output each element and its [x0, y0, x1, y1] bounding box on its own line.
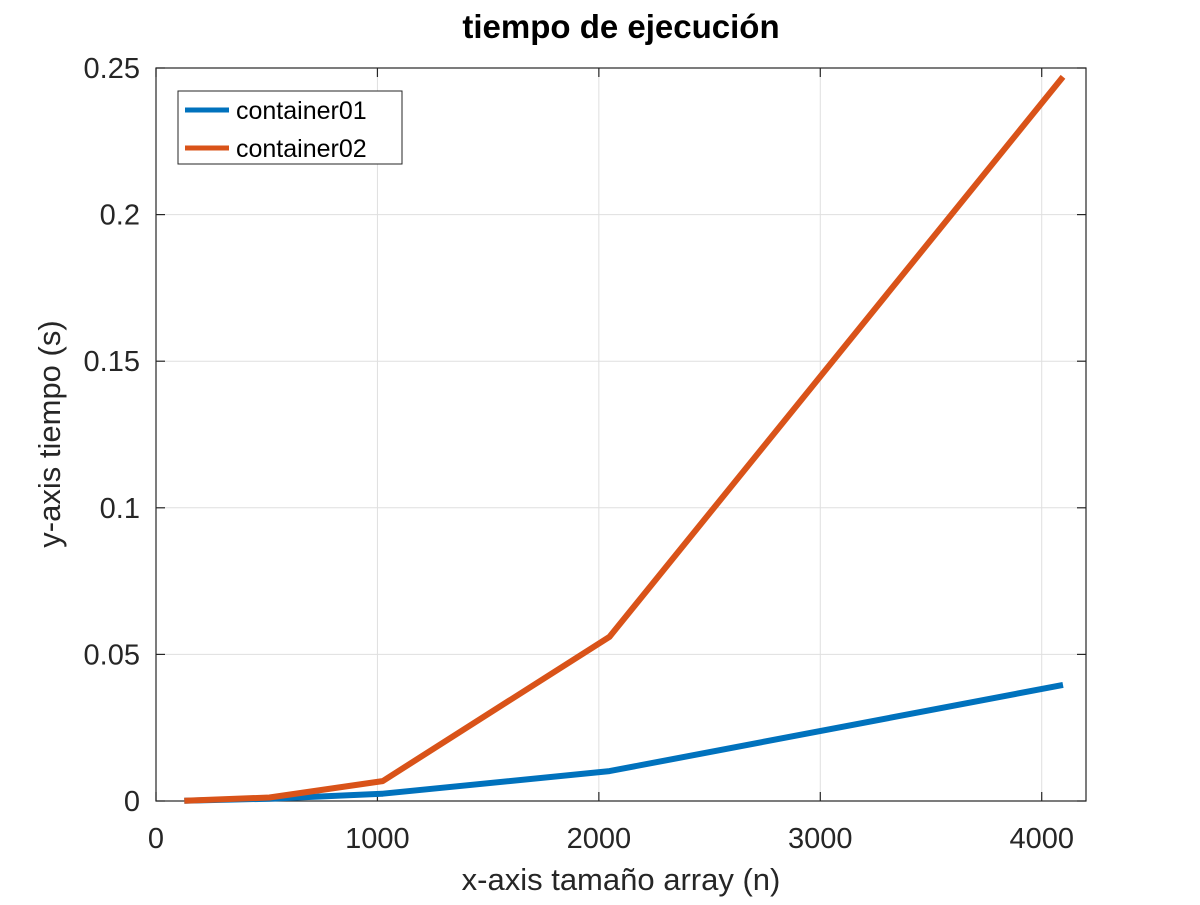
x-tick-label: 3000 [788, 823, 853, 855]
legend-label-container02: container02 [236, 135, 367, 163]
legend-label-container01: container01 [236, 97, 367, 125]
plot-area [155, 67, 1087, 802]
chart-title: tiempo de ejecución [462, 8, 779, 45]
y-axis-label: y-axis tiempo (s) [32, 320, 67, 547]
y-tick-label: 0.25 [84, 53, 140, 85]
grid-lines [155, 67, 1086, 802]
y-tick-label: 0.15 [84, 346, 140, 378]
axis-ticks: 0 1000 2000 3000 4000 0 0.05 0.1 0.15 0.2 0.25 [84, 53, 1086, 855]
y-tick-label: 0.2 [100, 200, 140, 232]
series-line-container01 [184, 681, 1064, 804]
x-axis-label: x-axis tamaño array (n) [462, 862, 781, 897]
x-tick-label: 1000 [345, 823, 410, 855]
x-tick-label: 2000 [567, 823, 632, 855]
legend: container01 container02 [177, 90, 403, 165]
y-tick-label: 0.1 [100, 493, 140, 525]
x-tick-label: 0 [148, 823, 164, 855]
legend-box [177, 90, 403, 165]
y-tick-label: 0 [124, 786, 140, 818]
x-tick-label: 4000 [1009, 823, 1074, 855]
y-tick-label: 0.05 [84, 639, 140, 671]
series-lines [184, 74, 1066, 804]
series-line-container02 [184, 74, 1066, 804]
